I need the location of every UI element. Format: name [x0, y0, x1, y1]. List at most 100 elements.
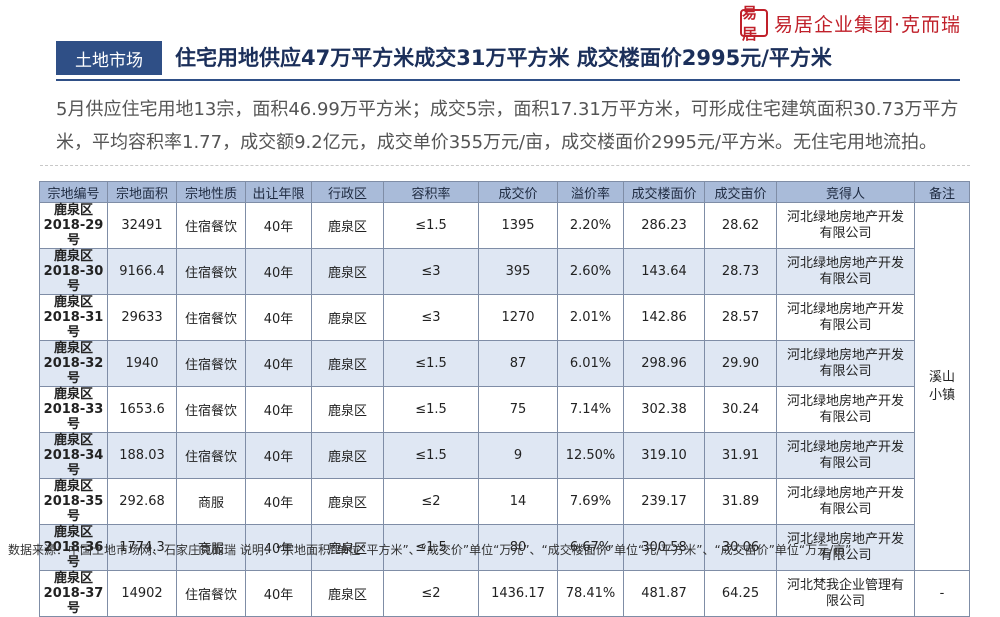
- cell-mu-price: 31.91: [704, 432, 777, 479]
- cell-use: 住宿餐饮: [176, 294, 246, 341]
- col-header-code: 宗地编号: [39, 181, 108, 203]
- cell-mu-price: 30.24: [704, 386, 777, 433]
- cell-price: 75: [478, 386, 558, 433]
- cell-area: 292.68: [107, 478, 177, 525]
- cell-area: 29633: [107, 294, 177, 341]
- cell-term: 40年: [245, 294, 312, 341]
- cell-term: 40年: [245, 386, 312, 433]
- col-header-mu-price: 成交亩价: [704, 181, 777, 203]
- cell-floor-price: 298.96: [623, 340, 705, 387]
- cell-floor-price: 481.87: [623, 570, 705, 617]
- cell-far: ≤1.5: [383, 432, 479, 479]
- cell-far: ≤3: [383, 248, 479, 295]
- cell-term: 40年: [245, 202, 312, 249]
- cell-code: 鹿泉区 2018-32号: [39, 340, 108, 387]
- cell-area: 1653.6: [107, 386, 177, 433]
- note-text: 溪山小镇: [928, 369, 955, 403]
- cell-mu-price: 29.90: [704, 340, 777, 387]
- cell-premium: 2.20%: [557, 202, 624, 249]
- cell-far: ≤1.5: [383, 202, 479, 249]
- cell-winner: 河北绿地房地产开发 有限公司: [776, 248, 915, 295]
- col-header-price: 成交价: [478, 181, 558, 203]
- cell-code: 鹿泉区 2018-35号: [39, 478, 108, 525]
- page-title: 住宅用地供应47万平方米成交31万平方米 成交楼面价2995元/平方米: [175, 46, 832, 70]
- table-row: 鹿泉区 2018-37号 14902 住宿餐饮 40年 鹿泉区 ≤2 1436.1…: [39, 570, 970, 617]
- cell-premium: 7.69%: [557, 478, 624, 525]
- col-header-far: 容积率: [383, 181, 479, 203]
- cell-premium: 7.14%: [557, 386, 624, 433]
- cell-area: 1940: [107, 340, 177, 387]
- cell-premium: 2.60%: [557, 248, 624, 295]
- cell-far: ≤2: [383, 478, 479, 525]
- cell-use: 住宿餐饮: [176, 202, 246, 249]
- cell-district: 鹿泉区: [311, 386, 384, 433]
- cell-mu-price: 31.89: [704, 478, 777, 525]
- cell-price: 395: [478, 248, 558, 295]
- cell-price: 1436.17: [478, 570, 558, 617]
- table-row: 鹿泉区 2018-29号 32491 住宿餐饮 40年 鹿泉区 ≤1.5 1395…: [39, 202, 970, 571]
- cell-area: 9166.4: [107, 248, 177, 295]
- cell-winner: 河北绿地房地产开发 有限公司: [776, 478, 915, 525]
- cell-premium: 6.01%: [557, 340, 624, 387]
- cell-winner: 河北绿地房地产开发 有限公司: [776, 202, 915, 249]
- cell-mu-price: 28.73: [704, 248, 777, 295]
- cell-price: 9: [478, 432, 558, 479]
- cell-price: 87: [478, 340, 558, 387]
- brand-logo: 易居 易居企业集团·克而瑞: [740, 4, 990, 43]
- cell-winner: 河北绿地房地产开发 有限公司: [776, 386, 915, 433]
- cell-winner: 河北绿地房地产开发 有限公司: [776, 340, 915, 387]
- cell-district: 鹿泉区: [311, 202, 384, 249]
- cell-term: 40年: [245, 478, 312, 525]
- table-row: 鹿泉区 2018-34号 188.03 住宿餐饮 40年 鹿泉区 ≤1.5 9 1…: [39, 432, 970, 479]
- cell-far: ≤2: [383, 570, 479, 617]
- cell-far: ≤1.5: [383, 340, 479, 387]
- col-header-floor-price: 成交楼面价: [623, 181, 705, 203]
- cell-use: 住宿餐饮: [176, 432, 246, 479]
- summary-paragraph: 5月供应住宅用地13宗，面积46.99万平方米；成交5宗，面积17.31万平方米…: [56, 99, 959, 153]
- cell-note-group: 溪山小镇: [914, 202, 970, 571]
- cell-area: 32491: [107, 202, 177, 249]
- dashed-divider: [40, 165, 970, 166]
- cell-premium: 12.50%: [557, 432, 624, 479]
- cell-winner: 河北绿地房地产开发 有限公司: [776, 294, 915, 341]
- source-footnote: 数据来源：中国土地市场网、石家庄克而瑞 说明：“宗地面积”单位“平方米”、“成交…: [8, 543, 852, 557]
- col-header-premium: 溢价率: [557, 181, 624, 203]
- cell-winner: 河北绿地房地产开发 有限公司: [776, 432, 915, 479]
- col-header-use: 宗地性质: [176, 181, 246, 203]
- table-row: 鹿泉区 2018-31号 29633 住宿餐饮 40年 鹿泉区 ≤3 1270 2…: [39, 294, 970, 341]
- section-tag: 土地市场: [56, 41, 162, 75]
- cell-area: 188.03: [107, 432, 177, 479]
- cell-use: 商服: [176, 478, 246, 525]
- cell-code: 鹿泉区 2018-33号: [39, 386, 108, 433]
- cell-premium: 2.01%: [557, 294, 624, 341]
- cell-use: 住宿餐饮: [176, 340, 246, 387]
- cell-area: 14902: [107, 570, 177, 617]
- table-row: 鹿泉区 2018-30号 9166.4 住宿餐饮 40年 鹿泉区 ≤3 395 2…: [39, 248, 970, 295]
- cell-premium: 78.41%: [557, 570, 624, 617]
- cell-code: 鹿泉区 2018-31号: [39, 294, 108, 341]
- table-row: 鹿泉区 2018-32号 1940 住宿餐饮 40年 鹿泉区 ≤1.5 87 6.…: [39, 340, 970, 387]
- cell-price: 14: [478, 478, 558, 525]
- cell-mu-price: 28.57: [704, 294, 777, 341]
- table-header-row: 宗地编号 宗地面积 宗地性质 出让年限 行政区 容积率 成交价 溢价率 成交楼面…: [39, 181, 970, 203]
- cell-price: 1395: [478, 202, 558, 249]
- cell-code: 鹿泉区 2018-34号: [39, 432, 108, 479]
- table-row: 鹿泉区 2018-33号 1653.6 住宿餐饮 40年 鹿泉区 ≤1.5 75 …: [39, 386, 970, 433]
- cell-district: 鹿泉区: [311, 570, 384, 617]
- cell-mu-price: 28.62: [704, 202, 777, 249]
- col-header-term: 出让年限: [245, 181, 312, 203]
- cell-price: 1270: [478, 294, 558, 341]
- cell-district: 鹿泉区: [311, 432, 384, 479]
- cell-district: 鹿泉区: [311, 340, 384, 387]
- cell-use: 住宿餐饮: [176, 386, 246, 433]
- table-row: 鹿泉区 2018-35号 292.68 商服 40年 鹿泉区 ≤2 14 7.69…: [39, 478, 970, 525]
- cell-use: 住宿餐饮: [176, 570, 246, 617]
- cell-term: 40年: [245, 248, 312, 295]
- cell-floor-price: 239.17: [623, 478, 705, 525]
- cell-district: 鹿泉区: [311, 248, 384, 295]
- cell-district: 鹿泉区: [311, 478, 384, 525]
- cell-term: 40年: [245, 340, 312, 387]
- col-header-winner: 竞得人: [776, 181, 915, 203]
- cell-term: 40年: [245, 432, 312, 479]
- cell-mu-price: 64.25: [704, 570, 777, 617]
